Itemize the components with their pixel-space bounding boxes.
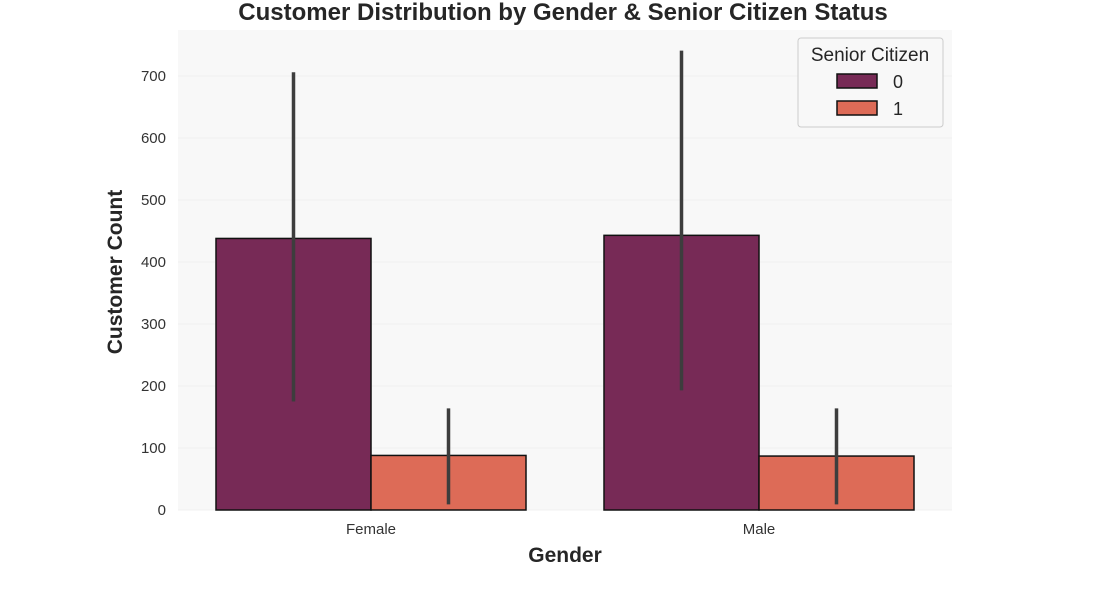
- y-tick-label: 500: [141, 192, 166, 209]
- y-tick-label: 200: [141, 378, 166, 395]
- y-axis-label: Customer Count: [104, 190, 127, 355]
- legend-label-1: 1: [893, 99, 903, 119]
- x-axis-label: Gender: [528, 544, 602, 567]
- x-tick-label: Male: [743, 521, 776, 538]
- legend-label-0: 0: [893, 72, 903, 92]
- y-tick-label: 100: [141, 440, 166, 457]
- x-axis-ticks: Female Male: [346, 521, 775, 538]
- legend-swatch-0: [836, 73, 878, 89]
- legend-swatch-1: [836, 100, 878, 116]
- chart-title: Customer Distribution by Gender & Senior…: [238, 0, 887, 26]
- legend: Senior Citizen 0 1: [797, 37, 944, 128]
- x-tick-label: Female: [346, 521, 396, 538]
- y-tick-label: 400: [141, 254, 166, 271]
- y-tick-label: 600: [141, 130, 166, 147]
- y-tick-label: 700: [141, 68, 166, 85]
- legend-title: Senior Citizen: [811, 45, 929, 66]
- y-tick-label: 0: [158, 502, 166, 519]
- y-tick-label: 300: [141, 316, 166, 333]
- error-bars: [291, 50, 839, 505]
- y-axis-ticks: 0 100 200 300 400 500 600 700: [141, 68, 166, 519]
